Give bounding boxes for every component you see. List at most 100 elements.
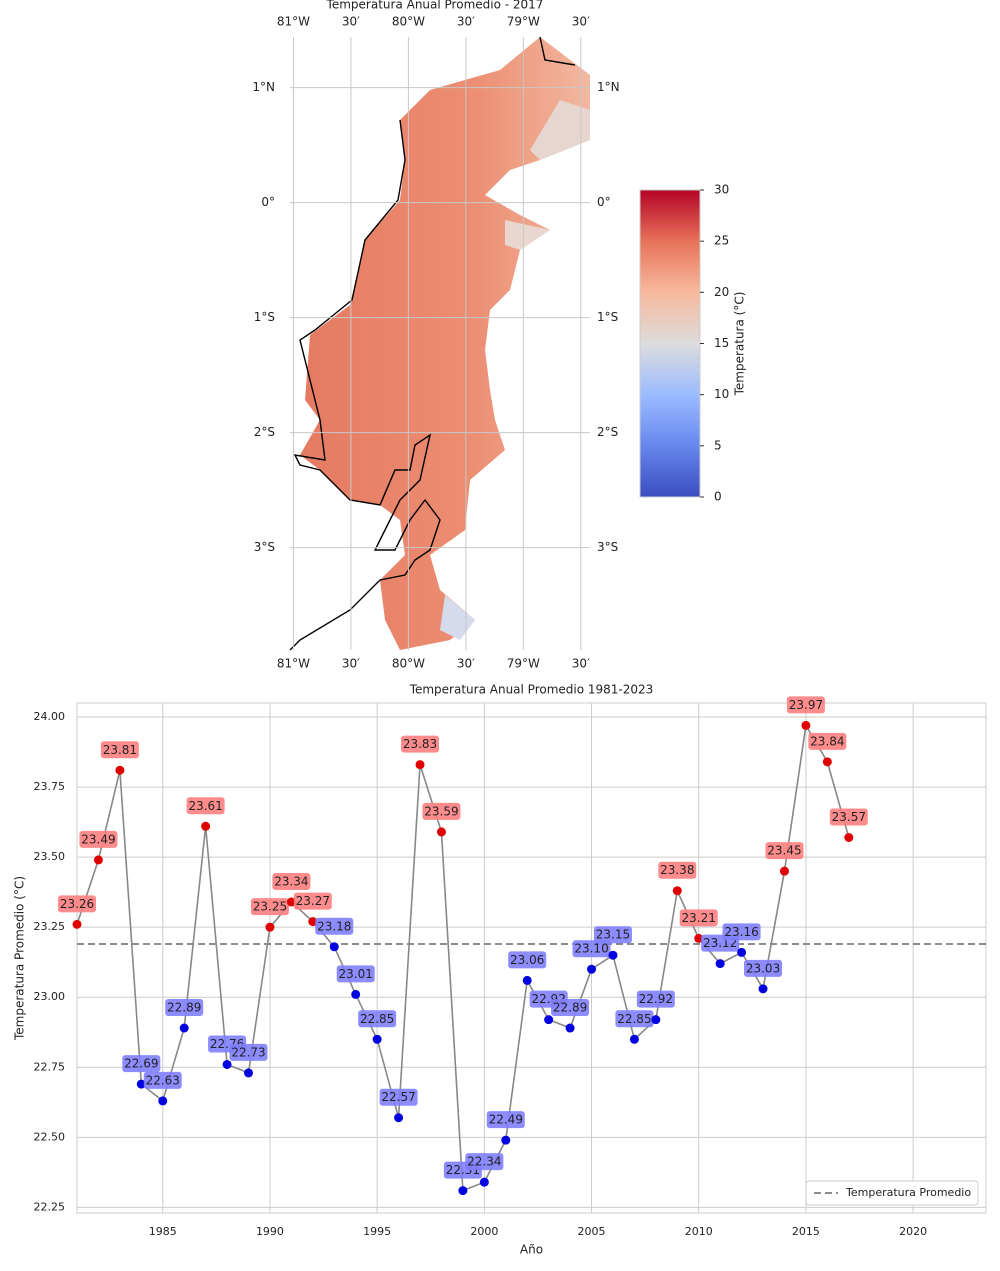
coastline: [289, 36, 576, 651]
data-point: [458, 1186, 468, 1196]
x-tick-label: 30′: [572, 657, 590, 671]
y-tick-label: 0°: [597, 195, 611, 209]
x-tick-label: 80°W: [392, 15, 425, 29]
data-point: [501, 1135, 511, 1145]
data-point: [522, 975, 532, 985]
label-box: [401, 735, 440, 753]
x-tick-label: 80°W: [392, 657, 425, 671]
label-box: [808, 732, 847, 750]
map-title: Temperatura Anual Promedio - 2017: [326, 0, 544, 12]
colorbar-tick-label: 25: [714, 234, 729, 248]
data-point: [179, 1023, 189, 1033]
label-box: [508, 951, 547, 969]
data-point: [436, 827, 446, 837]
data-point: [222, 1059, 232, 1069]
map-raster: [300, 37, 590, 650]
data-label: 23.21: [682, 911, 716, 925]
plot-frame: [76, 702, 987, 1214]
y-tick-label: 22.75: [34, 1060, 66, 1073]
label-box: [100, 741, 139, 759]
label-box: [679, 909, 718, 927]
colorbar-tick-label: 20: [714, 285, 729, 299]
data-point: [801, 720, 811, 730]
colorbar-tick-label: 0: [714, 490, 722, 504]
x-axis-label: Año: [520, 1243, 543, 1257]
y-tick-label: 23.50: [34, 850, 66, 863]
label-box: [165, 999, 204, 1017]
data-label: 22.57: [381, 1090, 415, 1104]
label-box: [765, 842, 804, 860]
label-box: [658, 861, 697, 879]
data-label: 22.73: [231, 1045, 265, 1059]
data-label: 22.85: [617, 1012, 651, 1026]
data-point: [758, 984, 768, 994]
x-tick-label: 30′: [342, 15, 360, 29]
data-point: [286, 897, 296, 907]
data-label: 23.10: [574, 942, 608, 956]
x-tick-label: 30′: [457, 15, 475, 29]
label-box: [829, 808, 868, 826]
label-box: [229, 1043, 268, 1061]
data-label: 22.89: [167, 1001, 201, 1015]
label-box: [58, 895, 96, 913]
data-label: 23.57: [832, 810, 866, 824]
data-label: 23.06: [510, 953, 544, 967]
y-tick-label: 1°N: [252, 80, 275, 94]
label-box: [358, 1010, 397, 1028]
data-point: [672, 886, 682, 896]
label-box: [593, 926, 632, 944]
colorbar-tick-label: 10: [714, 387, 729, 401]
data-point: [115, 765, 125, 775]
data-point: [329, 942, 339, 952]
data-label: 23.01: [339, 967, 373, 981]
data-point: [372, 1034, 382, 1044]
data-label: 22.49: [489, 1113, 523, 1127]
data-point: [844, 833, 854, 843]
data-point: [415, 760, 425, 770]
data-label: 23.34: [274, 874, 308, 888]
data-label: 23.61: [188, 799, 222, 813]
data-point: [608, 950, 618, 960]
data-point: [244, 1068, 254, 1078]
colorbar: [639, 189, 701, 498]
x-tick-label: 30′: [342, 657, 360, 671]
series-line: [76, 723, 850, 1192]
data-point: [351, 989, 361, 999]
data-label: 22.92: [639, 992, 673, 1006]
label-box: [272, 872, 311, 890]
data-point: [308, 917, 318, 927]
y-tick-label: 23.25: [34, 920, 66, 933]
legend-label: Temperatura Promedio: [845, 1186, 971, 1199]
x-tick-label: 2010: [685, 1225, 713, 1238]
label-box: [465, 1153, 504, 1171]
label-box: [336, 965, 375, 983]
y-tick-label: 3°S: [597, 540, 618, 554]
x-tick-label: 2000: [470, 1225, 498, 1238]
data-label: 22.89: [553, 1001, 587, 1015]
label-box: [636, 990, 675, 1008]
data-point: [158, 1096, 168, 1106]
data-point: [587, 964, 597, 974]
data-point: [201, 821, 211, 831]
y-tick-label: 23.75: [34, 780, 66, 793]
x-tick-label: 81°W: [277, 15, 310, 29]
data-point: [715, 959, 725, 969]
label-box: [615, 1010, 654, 1028]
x-tick-label: 2015: [792, 1225, 820, 1238]
y-tick-label: 22.25: [34, 1200, 66, 1213]
label-box: [250, 898, 289, 916]
colorbar-tick-label: 15: [714, 336, 729, 350]
x-tick-label: 30′: [572, 15, 590, 29]
y-tick-label: 23.00: [34, 990, 66, 1003]
x-tick-label: 2005: [578, 1225, 606, 1238]
y-tick-label: 3°S: [254, 540, 275, 554]
colorbar-label: Temperatura (°C): [733, 292, 747, 397]
label-box: [551, 999, 590, 1017]
data-label: 23.84: [810, 734, 844, 748]
y-tick-label: 1°S: [254, 310, 275, 324]
colorbar-tick-label: 5: [714, 438, 722, 452]
y-tick-label: 0°: [261, 195, 275, 209]
label-box: [786, 696, 825, 714]
y-axis-label: Temperatura Promedio (°C): [13, 876, 27, 1041]
